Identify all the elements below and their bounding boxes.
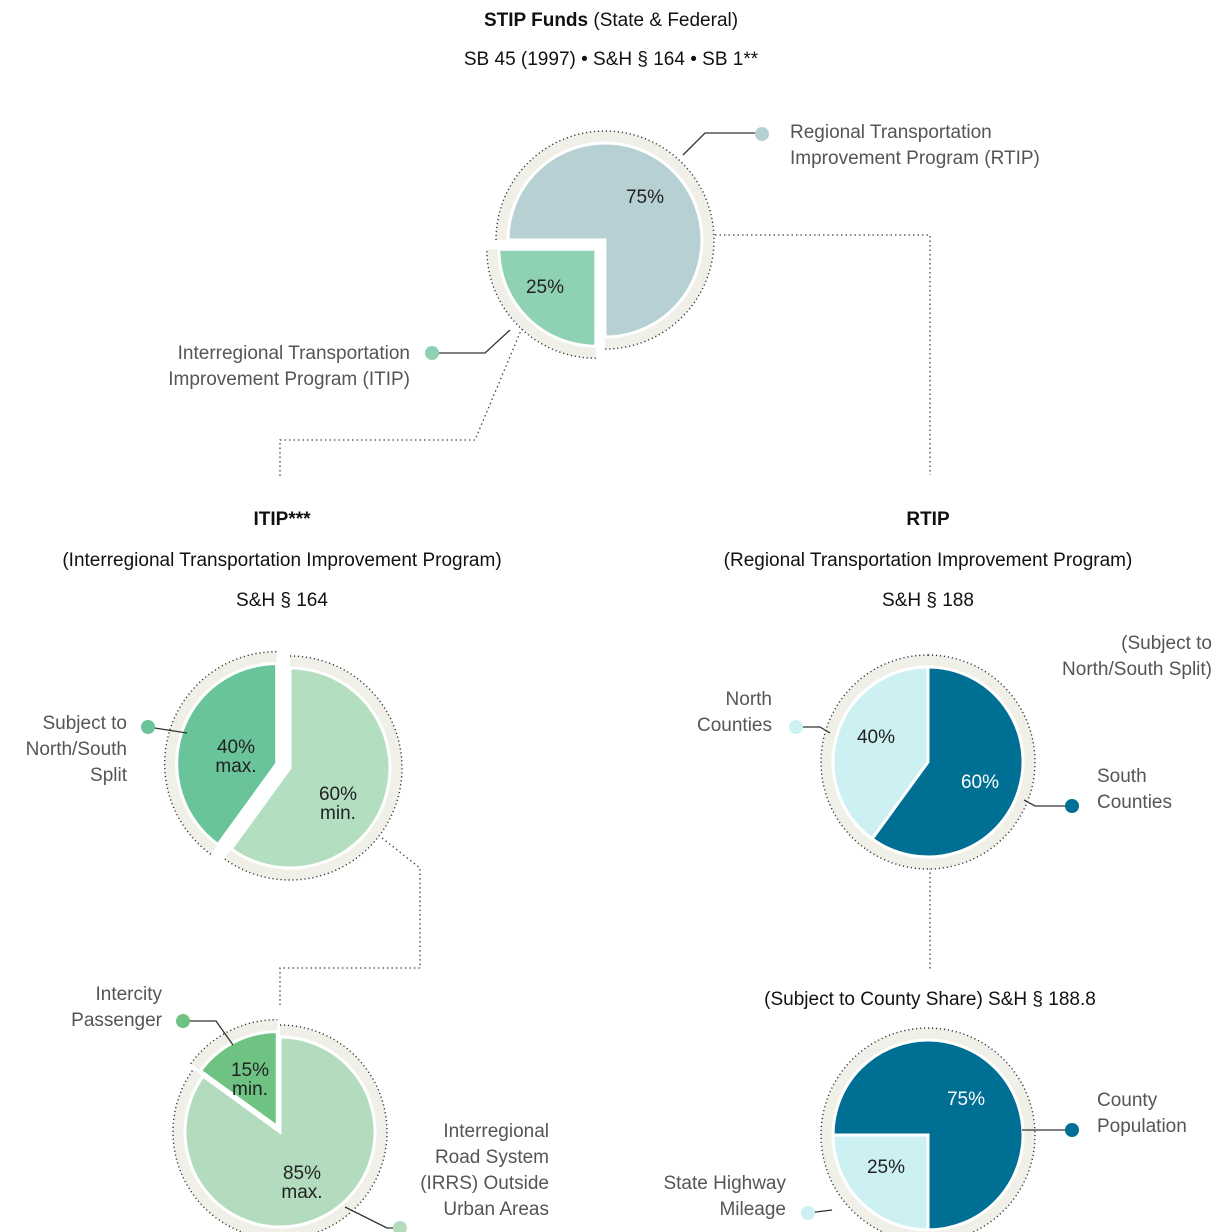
legend-dot [801,1206,815,1220]
category-label: North Counties [697,689,772,736]
subtitle: SB 45 (1997) • S&H § 164 • SB 1** [463,49,759,70]
category-label: Regional Transportation Improvement Prog… [790,122,1040,169]
section-subtitle: (Interregional Transportation Improvemen… [62,550,502,571]
connector [279,837,421,1005]
leader-line [183,1020,234,1046]
pie-slice [497,247,598,348]
pie-slice [229,666,392,870]
section-note: S&H § 188 [882,590,974,611]
value-label: 25% [525,277,565,298]
value-label: 75% [625,187,665,208]
legend-dot [1065,1123,1079,1137]
legend-dot [141,720,155,734]
chart-title: STIP Funds (State & Federal) [311,8,911,34]
section-title: (Subject to County Share) S&H § 188.8 [764,989,1096,1010]
leader-line [437,329,511,354]
pie-slice [183,1035,377,1229]
section-note: S&H § 164 [236,590,328,611]
legend-dot [393,1221,407,1232]
legend-dot [425,346,439,360]
section-title: ITIP*** [253,509,311,530]
ring-border [163,650,277,855]
category-label: South Counties [1097,766,1172,813]
category-label: Subject to North/South Split [25,713,127,786]
value-label: 40% [856,727,896,748]
pie-slice [831,665,930,841]
value-label: 60% [960,772,1000,793]
pie-slice [831,1038,1025,1232]
leader-line [1023,799,1072,807]
leader-line [796,726,831,734]
leader-line [682,132,757,156]
value-label: 75% [946,1089,986,1110]
value-label: 60% min. [318,784,358,824]
pie-slice [870,665,1025,859]
connector [715,234,931,475]
ring-border [495,130,715,350]
value-label: 15% min. [230,1060,270,1100]
legend-dot [789,720,803,734]
category-label: Intercity Passenger [71,984,162,1031]
category-label: Interregional Road System (IRRS) Outside… [420,1121,549,1220]
value-label: 85% max. [281,1163,323,1203]
leader-line [344,1206,400,1229]
legend-dot [755,127,769,141]
pie-slice [831,1133,930,1232]
value-label: 25% [866,1157,906,1178]
category-label: County Population [1097,1090,1187,1137]
category-label: Interregional Transportation Improvement… [168,343,410,390]
value-label: 40% max. [215,737,257,777]
annotation: (Subject to North/South Split) [1062,633,1212,680]
category-label: State Highway Mileage [663,1173,786,1220]
title-note: (State & Federal) [593,10,739,31]
ring-border [486,249,596,359]
legend-dot [1065,799,1079,813]
section-title: RTIP [906,509,950,530]
section-subtitle: (Regional Transportation Improvement Pro… [723,550,1133,571]
pie-slice [198,1030,279,1130]
legend-dot [176,1014,190,1028]
ring-border [223,655,403,881]
title-main: STIP Funds [483,10,589,31]
pie-slice [506,141,704,339]
